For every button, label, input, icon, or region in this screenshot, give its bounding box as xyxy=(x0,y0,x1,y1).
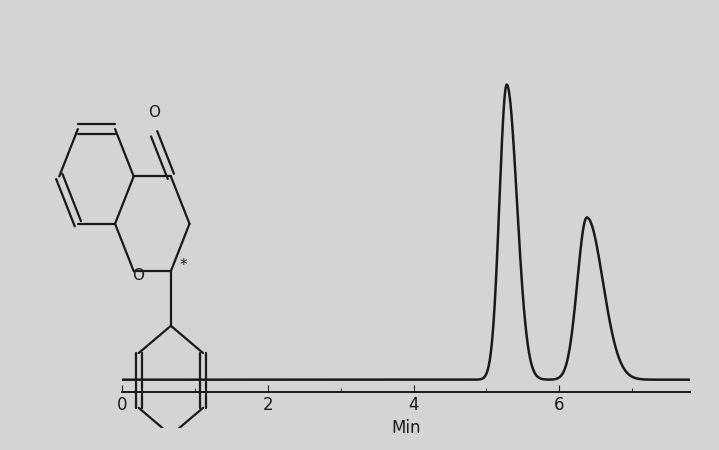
Text: O: O xyxy=(132,268,144,283)
X-axis label: Min: Min xyxy=(391,418,421,436)
Text: O: O xyxy=(148,104,160,120)
Text: *: * xyxy=(180,257,187,273)
